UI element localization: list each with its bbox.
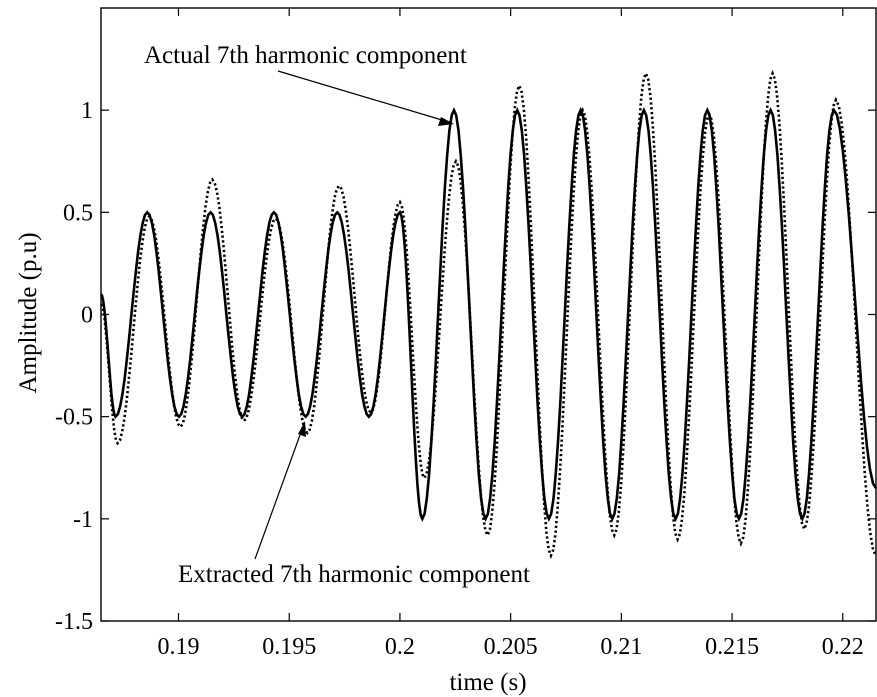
x-tick-label: 0.205	[484, 634, 538, 660]
annotation-actual-label: Actual 7th harmonic component	[144, 42, 467, 69]
y-tick-label: -0.5	[55, 405, 93, 431]
series-layer	[99, 69, 877, 560]
series-line-extracted	[99, 69, 877, 560]
x-axis-label: time (s)	[449, 669, 526, 696]
x-tick-label: 0.19	[158, 634, 200, 660]
annotation-extracted-arrow-line	[254, 423, 305, 560]
x-axis-ticks: 0.19 0.195 0.2 0.205 0.21 0.215 0.22	[158, 8, 864, 660]
annotation-extracted-arrowhead	[298, 421, 306, 437]
y-tick-label: -1	[73, 507, 93, 533]
x-tick-label: 0.22	[822, 634, 864, 660]
y-axis-ticks: 1 0.5 0 -0.5 -1 -1.5	[55, 98, 876, 635]
y-tick-label: 1	[81, 98, 93, 124]
y-tick-label: -1.5	[55, 609, 93, 635]
y-tick-label: 0	[81, 303, 93, 329]
y-tick-label: 0.5	[63, 200, 93, 226]
series-line-actual	[99, 106, 877, 523]
x-tick-label: 0.21	[600, 634, 642, 660]
plot-frame	[100, 7, 877, 622]
x-tick-label: 0.215	[705, 634, 759, 660]
x-tick-label: 0.2	[385, 634, 415, 660]
annotation-actual-arrow-line	[277, 70, 453, 124]
x-tick-label: 0.195	[262, 634, 316, 660]
annotation-actual-arrowhead	[438, 117, 454, 126]
annotation-extracted-label: Extracted 7th harmonic component	[178, 561, 530, 588]
y-axis-label: Amplitude (p.u)	[15, 232, 42, 393]
